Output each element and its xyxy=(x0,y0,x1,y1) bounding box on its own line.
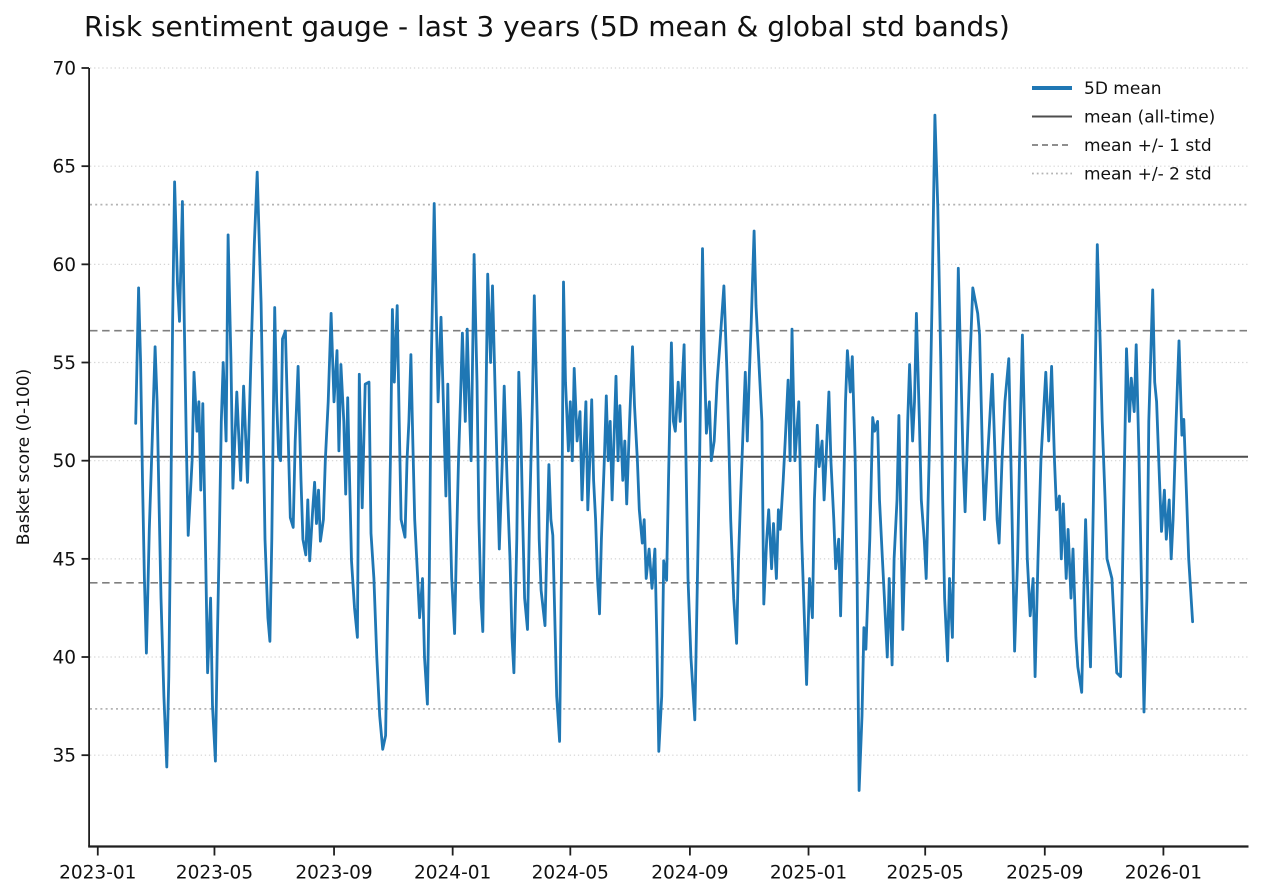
legend-label: 5D mean xyxy=(1084,79,1162,99)
y-tick-label: 35 xyxy=(52,746,76,767)
y-tick-label: 65 xyxy=(52,157,76,178)
legend-label: mean (all-time) xyxy=(1084,108,1215,128)
x-tick-label: 2025-05 xyxy=(887,863,964,884)
x-tick-label: 2025-09 xyxy=(1006,863,1083,884)
x-tick-label: 2026-01 xyxy=(1125,863,1202,884)
x-tick-label: 2024-05 xyxy=(532,863,609,884)
y-tick-label: 55 xyxy=(52,353,76,374)
x-tick-label: 2024-09 xyxy=(651,863,728,884)
y-tick-label: 50 xyxy=(52,451,76,472)
y-tick-label: 40 xyxy=(52,648,76,669)
x-tick-label: 2025-01 xyxy=(770,863,847,884)
y-tick-label: 45 xyxy=(52,549,76,570)
x-tick-label: 2023-05 xyxy=(176,863,253,884)
y-tick-label: 60 xyxy=(52,255,76,276)
chart-title: Risk sentiment gauge - last 3 years (5D … xyxy=(84,10,1010,43)
legend-label: mean +/- 2 std xyxy=(1084,165,1212,185)
x-tick-label: 2024-01 xyxy=(414,863,491,884)
legend-label: mean +/- 1 std xyxy=(1084,136,1212,156)
y-tick-label: 70 xyxy=(52,59,76,80)
x-tick-label: 2023-01 xyxy=(59,863,136,884)
series-5d-mean xyxy=(134,113,1194,792)
x-tick-label: 2023-09 xyxy=(295,863,372,884)
